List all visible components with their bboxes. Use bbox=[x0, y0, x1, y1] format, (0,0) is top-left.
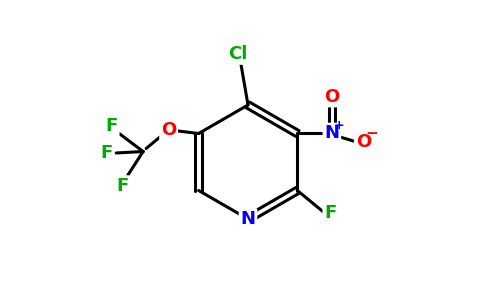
Text: O: O bbox=[161, 122, 176, 140]
Text: +: + bbox=[334, 118, 345, 132]
Text: O: O bbox=[356, 133, 371, 151]
Text: F: F bbox=[106, 117, 118, 135]
Text: F: F bbox=[100, 144, 112, 162]
Text: −: − bbox=[365, 126, 378, 141]
Text: N: N bbox=[324, 124, 339, 142]
Text: F: F bbox=[324, 204, 336, 222]
Text: F: F bbox=[116, 177, 128, 195]
Text: N: N bbox=[241, 210, 256, 228]
Text: O: O bbox=[324, 88, 339, 106]
Text: Cl: Cl bbox=[228, 45, 247, 63]
